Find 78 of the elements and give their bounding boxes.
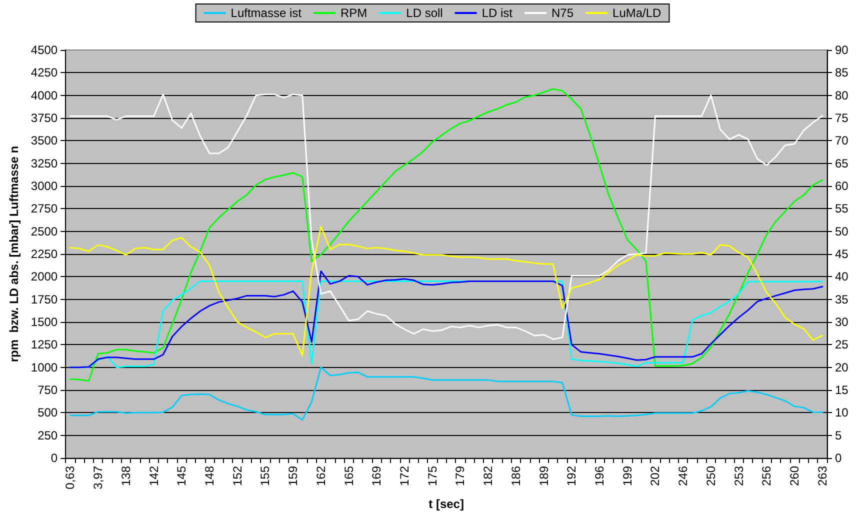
x-tick-label: 182: [481, 466, 496, 486]
y2-tick-label: 45: [835, 247, 849, 261]
y-tick-label: 0: [50, 451, 58, 465]
y2-tick-label: 20: [835, 360, 849, 374]
x-tick-label: 142: [146, 466, 161, 486]
y2-tick-label: 60: [835, 179, 849, 193]
y-tick-label: 4250: [30, 66, 58, 80]
x-tick-label: 145: [174, 466, 189, 486]
x-tick-label: 159: [286, 466, 300, 486]
x-axis-title: t [sec]: [428, 497, 464, 511]
x-tick-label: 138: [118, 466, 133, 486]
y-tick-label: 2500: [30, 224, 58, 238]
x-tick-label: 162: [314, 466, 328, 486]
x-tick-label: 253: [732, 466, 746, 486]
y-tick-label: 3500: [30, 134, 58, 148]
y-tick-label: 1000: [30, 360, 58, 374]
y2-tick-label: 15: [835, 383, 849, 397]
x-tick-label: 256: [760, 466, 774, 486]
x-tick-label: 148: [202, 466, 217, 486]
y-tick-label: 2250: [30, 247, 58, 261]
x-tick-label: 155: [258, 466, 272, 486]
y2-tick-label: 85: [835, 66, 849, 80]
y-tick-label: 3250: [30, 156, 58, 170]
y-tick-label: 250: [38, 428, 58, 442]
y2-tick-label: 75: [835, 111, 849, 125]
x-tick-label: 260: [788, 466, 802, 486]
line-series: [69, 226, 824, 356]
legend-label: RPM: [340, 6, 368, 20]
legend-label: N75: [552, 6, 574, 20]
y-tick-label: 750: [38, 383, 58, 397]
y2-tick-label: 55: [835, 202, 849, 216]
line-series: [69, 366, 824, 421]
y-tick-label: 4000: [30, 88, 58, 102]
legend-label: Luftmasse ist: [230, 6, 302, 20]
x-tick-label: 186: [508, 466, 523, 486]
x-tick-label: 175: [425, 466, 440, 486]
line-series: [69, 94, 824, 340]
legend-label: LD ist: [482, 6, 514, 20]
y2-tick-label: 10: [835, 406, 849, 420]
x-tick-label: 263: [815, 466, 830, 486]
y2-tick-label: 65: [835, 156, 849, 170]
y2-tick-label: 25: [835, 338, 849, 352]
y2-tick-label: 70: [835, 134, 849, 148]
y2-tick-label: 90: [835, 43, 849, 57]
x-tick-label: 246: [676, 466, 690, 486]
y-tick-label: 4500: [30, 43, 58, 57]
y-tick-label: 500: [38, 406, 58, 420]
x-tick-label: 192: [564, 466, 579, 486]
y-tick-label: 3750: [30, 111, 58, 125]
y2-tick-label: 40: [835, 270, 849, 284]
x-tick-label: 169: [370, 466, 384, 486]
y-tick-label: 1500: [30, 315, 58, 329]
line-series: [69, 88, 824, 382]
x-tick-label: 152: [230, 466, 244, 486]
y-tick-label: 1750: [30, 292, 58, 306]
legend-label: LuMa/LD: [612, 6, 662, 20]
y2-tick-label: 0: [835, 451, 842, 465]
x-tick-label: 196: [592, 466, 607, 486]
x-tick-label: 179: [453, 466, 468, 486]
x-tick-label: 165: [342, 466, 356, 486]
x-tick-label: 0,63: [63, 466, 78, 490]
y-tick-label: 2750: [30, 202, 58, 216]
y2-tick-label: 5: [835, 428, 842, 442]
y-tick-label: 3000: [30, 179, 58, 193]
x-tick-label: 199: [620, 466, 634, 486]
x-tick-label: 202: [648, 466, 662, 486]
y2-tick-label: 80: [835, 88, 849, 102]
legend-label: LD soll: [406, 6, 443, 20]
x-tick-label: 3,97: [91, 466, 106, 490]
y2-tick-label: 35: [835, 292, 849, 306]
x-tick-label: 189: [536, 466, 551, 486]
y2-tick-label: 30: [835, 315, 849, 329]
y2-tick-label: 50: [835, 224, 849, 238]
y-tick-label: 2000: [30, 270, 58, 284]
x-tick-label: 250: [704, 466, 718, 486]
y-tick-label: 1250: [30, 338, 58, 352]
x-tick-label: 172: [398, 466, 412, 486]
y-axis-title: rpm bzw. LD abs. [mbar] Luftmasse n: [7, 146, 21, 362]
